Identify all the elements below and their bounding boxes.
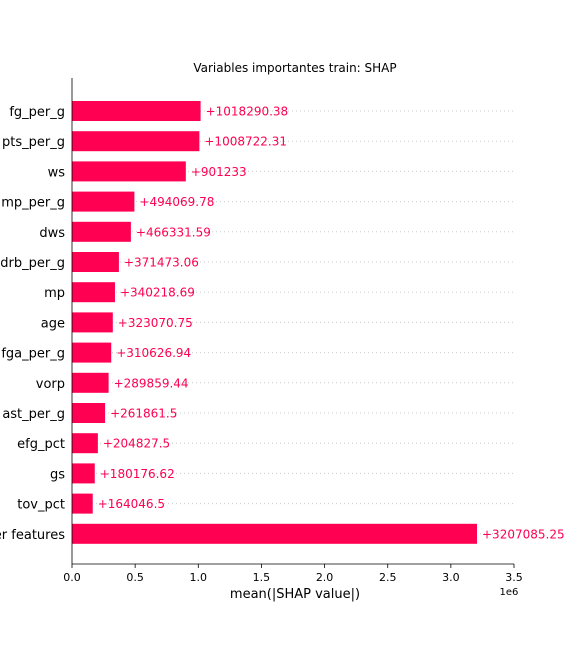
bars: [72, 101, 478, 544]
y-tick-label: mp: [44, 286, 65, 301]
bar: [72, 282, 115, 303]
value-labels: +1018290.38 +1008722.31 +901233 +494069.78 +…: [98, 105, 565, 542]
x-tick-label: 2.0: [316, 571, 334, 584]
bar: [72, 252, 119, 272]
value-label: +180176.62: [100, 467, 175, 481]
value-label: +1008722.31: [204, 135, 287, 149]
x-axis-ticks: 0.0 0.5 1.0 1.5 2.0 2.5 3.0 3.5: [63, 564, 523, 584]
value-label: +901233: [191, 165, 247, 179]
y-tick-label: ws: [48, 165, 66, 180]
bar: [72, 131, 200, 152]
bar: [72, 433, 98, 454]
value-label: +494069.78: [139, 195, 214, 209]
y-tick-label: Sum of 37 other features: [0, 528, 65, 543]
bar: [72, 403, 106, 423]
x-axis-label: mean(|SHAP value|): [230, 587, 360, 602]
bar: [72, 493, 93, 514]
y-tick-label: drb_per_g: [0, 256, 65, 271]
x-tick-label: 3.5: [505, 571, 523, 584]
y-tick-label: tov_pct: [17, 498, 65, 513]
x-tick-label: 1.5: [253, 571, 271, 584]
y-tick-label: mp_per_g: [1, 196, 65, 211]
value-label: +204827.5: [103, 437, 170, 451]
y-tick-label: efg_pct: [17, 437, 65, 452]
value-label: +371473.06: [124, 256, 199, 270]
bar: [72, 372, 109, 393]
chart-title: Variables importantes train: SHAP: [193, 61, 396, 75]
value-label: +1018290.38: [206, 105, 289, 119]
x-tick-label: 0.5: [126, 571, 144, 584]
bar: [72, 523, 478, 544]
value-label: +289859.44: [114, 376, 189, 390]
y-tick-label: ast_per_g: [2, 407, 65, 422]
bar: [72, 161, 186, 182]
y-tick-label: gs: [50, 467, 65, 482]
x-tick-label: 3.0: [442, 571, 460, 584]
value-label: +340218.69: [120, 286, 195, 300]
value-label: +261861.5: [110, 407, 177, 421]
x-axis-offset-label: 1e6: [500, 587, 519, 598]
y-tick-label: age: [41, 316, 65, 331]
value-label: +3207085.25: [482, 527, 565, 541]
y-tick-label: fg_per_g: [9, 105, 65, 120]
value-label: +310626.94: [116, 346, 191, 360]
bar: [72, 312, 113, 333]
bar: [72, 463, 95, 484]
bar: [72, 221, 131, 242]
y-tick-label: vorp: [36, 377, 65, 392]
bar: [72, 101, 201, 121]
x-tick-label: 0.0: [63, 571, 81, 584]
value-label: +466331.59: [136, 225, 211, 239]
y-tick-label: dws: [39, 226, 65, 241]
y-tick-label: fga_per_g: [1, 347, 65, 362]
x-tick-label: 1.0: [190, 571, 208, 584]
x-tick-label: 2.5: [379, 571, 397, 584]
bar: [72, 342, 112, 363]
value-label: +164046.5: [98, 497, 165, 511]
bar: [72, 191, 135, 212]
value-label: +323070.75: [118, 316, 193, 330]
y-tick-label: pts_per_g: [2, 135, 65, 150]
